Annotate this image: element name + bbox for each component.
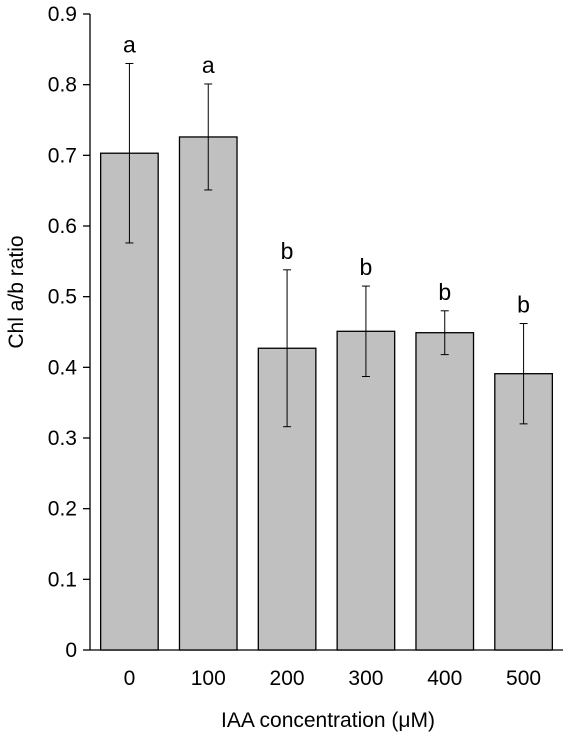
y-tick-label: 0.4 (48, 356, 78, 379)
y-axis-title: Chl a/b ratio (5, 235, 28, 348)
y-tick-label: 0.5 (48, 286, 77, 309)
x-tick-label: 200 (270, 667, 305, 690)
axes (89, 14, 563, 651)
x-tick-label: 400 (427, 667, 462, 690)
x-axis-title: IAA concentration (μM) (221, 709, 435, 732)
y-tick-label: 0.2 (48, 498, 77, 521)
y-tick-label: 0.8 (48, 74, 77, 97)
significance-labels: a a b b b b (123, 31, 530, 317)
x-tick-labels: 0 100 200 300 400 500 (124, 667, 542, 690)
significance-label: b (281, 238, 294, 264)
significance-label: b (517, 292, 530, 318)
bar (178, 136, 238, 651)
y-tick-label: 0.3 (48, 427, 77, 450)
x-tick-label: 500 (506, 667, 541, 690)
significance-label: a (202, 52, 215, 78)
y-tick-label: 0.6 (48, 215, 77, 238)
y-ticks: 0 0.1 0.2 0.3 0.4 0.5 0.6 0.7 0.8 0.9 (48, 3, 90, 662)
x-tick-label: 100 (191, 667, 226, 690)
y-tick-label: 0.9 (48, 3, 77, 26)
significance-label: b (360, 254, 373, 280)
y-tick-label: 0 (65, 639, 77, 662)
bars (99, 136, 554, 651)
y-tick-label: 0.7 (48, 144, 77, 167)
bar (336, 330, 396, 651)
significance-label: b (438, 279, 451, 305)
significance-label: a (123, 31, 136, 57)
x-tick-label: 0 (124, 667, 136, 690)
error-bars (125, 62, 528, 428)
bar (415, 332, 475, 651)
x-tick-label: 300 (348, 667, 383, 690)
y-tick-label: 0.1 (48, 568, 77, 591)
